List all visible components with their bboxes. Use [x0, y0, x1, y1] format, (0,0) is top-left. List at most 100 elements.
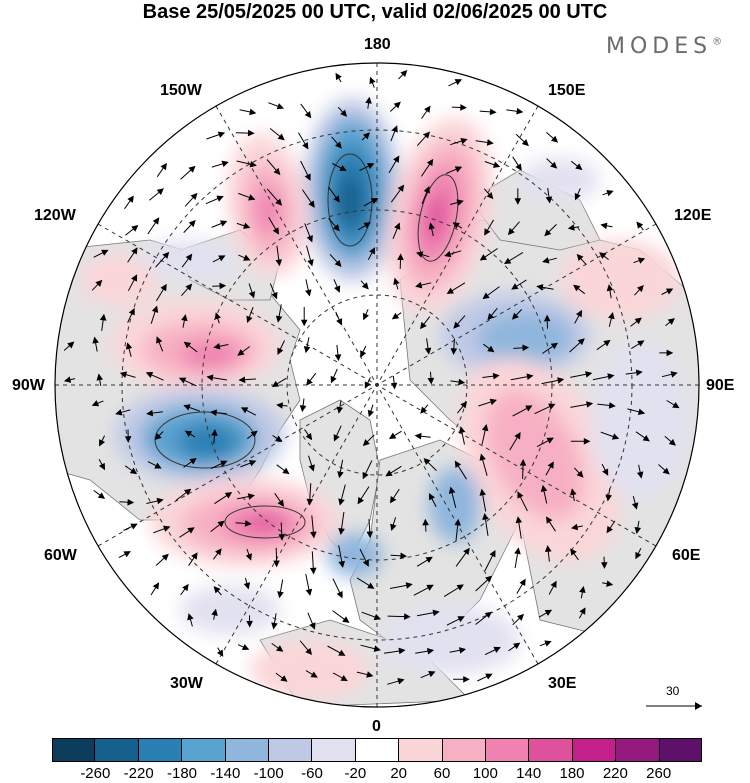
colorbar-tick-label: 100 — [472, 765, 498, 782]
wind-vector-head — [340, 674, 348, 682]
wind-vector-head — [414, 432, 422, 440]
wind-vector-head — [161, 553, 169, 561]
wind-vector-head — [550, 580, 557, 589]
wind-vector-head — [305, 588, 313, 596]
lon-label-150w: 150W — [160, 82, 202, 99]
wind-vector-head — [156, 188, 164, 196]
wind-vectors — [63, 69, 680, 685]
wind-vector-head — [599, 252, 607, 259]
wind-vector-head — [275, 198, 283, 206]
wind-vector-head — [272, 227, 280, 235]
wind-vector-head — [389, 496, 397, 504]
wind-vector-head — [131, 224, 139, 232]
wind-vector-head — [240, 407, 249, 414]
wind-vector-head — [390, 382, 398, 390]
wind-vector-head — [453, 321, 461, 329]
wind-vector-head — [154, 432, 162, 440]
wind-vector-head — [390, 523, 397, 531]
wind-vector-head — [63, 376, 72, 383]
wind-vector-head — [336, 406, 344, 414]
wind-vector-head — [493, 646, 501, 653]
wind-vector-head — [543, 314, 551, 322]
lon-label-120e: 120E — [674, 207, 712, 224]
wind-vector-head — [309, 622, 316, 630]
wind-vector-head — [391, 125, 398, 133]
wind-vector-head — [571, 523, 579, 531]
wind-vector-head — [188, 220, 196, 228]
wind-vector-head — [96, 373, 103, 381]
wind-vector-head — [92, 336, 99, 344]
wind-vector-head — [426, 584, 434, 591]
wind-vector-head — [397, 184, 405, 192]
wind-vector-head — [385, 470, 393, 477]
wind-vector-head — [305, 432, 313, 441]
wind-vector-head — [457, 616, 465, 623]
wind-vector-head — [544, 609, 553, 616]
wind-vector-head — [366, 531, 374, 539]
wind-vector-head — [606, 580, 614, 587]
wind-vector-head — [600, 222, 608, 230]
wind-vector-head — [151, 305, 159, 313]
wind-vector-head — [306, 498, 314, 506]
wind-vector-head — [636, 471, 644, 479]
wind-vector-head — [330, 375, 337, 384]
wind-vector-head — [667, 318, 675, 325]
wind-vector-head — [513, 642, 521, 650]
wind-vector-head — [127, 195, 134, 203]
wind-vector-head — [97, 492, 106, 499]
wind-vector-head — [367, 582, 375, 589]
wind-vector-head — [361, 282, 369, 290]
wind-vector-head — [124, 436, 132, 443]
wind-vector-head — [492, 372, 500, 380]
wind-vector-head — [218, 255, 226, 262]
colorbar-segment — [225, 738, 270, 762]
wind-vector-head — [608, 312, 615, 320]
wind-vector-head — [248, 291, 256, 299]
wind-vector-head — [547, 461, 554, 469]
wind-vector-head — [275, 259, 283, 267]
colorbar-tick-label: 220 — [602, 765, 628, 782]
wind-vector-head — [357, 496, 364, 505]
wind-vector-head — [489, 550, 496, 558]
wind-vector-head — [373, 645, 381, 652]
wind-vector-head — [362, 132, 371, 140]
wind-vector-head — [454, 79, 463, 86]
wind-vector-head — [187, 613, 194, 621]
colorbar-tick-label: 180 — [559, 765, 585, 782]
wind-vector-head — [429, 493, 435, 501]
wind-vector-head — [579, 585, 586, 594]
wind-vector-head — [637, 340, 645, 347]
wind-vector-head — [540, 484, 548, 492]
wind-vector-head — [545, 196, 553, 204]
wind-vector-head — [333, 195, 340, 203]
wind-vector-head — [127, 498, 135, 506]
colorbar-tick-label: 140 — [516, 765, 542, 782]
wind-vector-head — [271, 291, 278, 300]
wind-vector-head — [275, 315, 283, 323]
wind-vector-head — [334, 285, 341, 293]
wind-vector-head — [299, 405, 307, 413]
wind-vector-head — [542, 257, 550, 264]
wind-vector-head — [185, 253, 193, 261]
wind-vector-head — [544, 545, 552, 552]
wind-vector-head — [273, 560, 280, 568]
wind-vector-head — [611, 433, 620, 440]
wind-vector-head — [364, 381, 371, 389]
colorbar-tick-label: -220 — [123, 765, 154, 782]
reference-vector-label: 30 — [666, 684, 680, 698]
wind-vector-head — [280, 675, 288, 682]
wind-vector-head — [152, 217, 160, 225]
wind-vector-head — [304, 111, 312, 119]
wind-vector-head — [367, 409, 375, 418]
wind-vector-head — [370, 198, 379, 205]
wind-vector-head — [423, 131, 431, 139]
wind-vector-head — [637, 257, 646, 264]
wind-vector-head — [145, 371, 154, 379]
wind-vector-head — [391, 312, 400, 320]
lon-label-60e: 60E — [672, 547, 701, 564]
wind-vector-head — [244, 520, 252, 527]
wind-vector-head — [308, 200, 315, 208]
wind-vector-head — [463, 547, 470, 555]
wind-vector-head — [182, 583, 189, 592]
wind-vector-head — [119, 371, 128, 378]
